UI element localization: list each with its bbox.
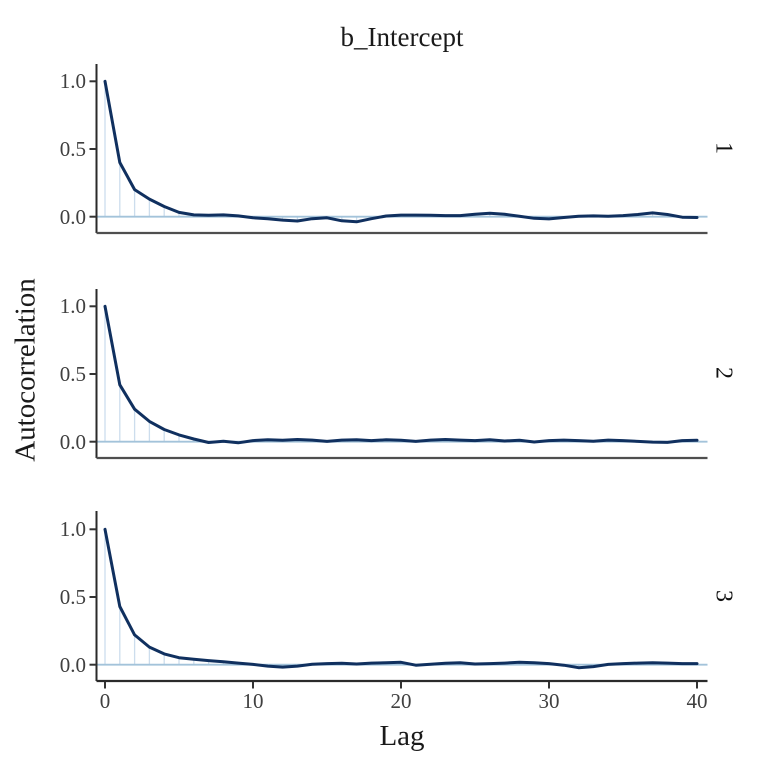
strip-label-chain-3: 3 <box>710 589 737 602</box>
lag-segments <box>104 529 698 668</box>
xtick-0: 0 <box>99 689 111 713</box>
ytick-p1-1.0: 1.0 <box>59 69 86 93</box>
ytick-p1-0.0: 0.0 <box>59 205 86 229</box>
lag-segments <box>104 81 698 222</box>
lag-segments <box>104 306 698 443</box>
strip-label-chain-2: 2 <box>710 367 737 379</box>
acf-line <box>103 527 699 670</box>
acf-panel-chain-1 <box>89 64 708 235</box>
x-axis-title: Lag <box>379 720 425 752</box>
xtick-30: 30 <box>538 689 560 713</box>
xtick-20: 20 <box>390 689 412 713</box>
xtick-40: 40 <box>686 689 708 713</box>
ytick-p1-0.5: 0.5 <box>59 137 86 161</box>
ytick-p2-0.5: 0.5 <box>59 362 86 386</box>
acf-line <box>103 304 699 445</box>
acf-line <box>103 79 699 224</box>
acf-panel-chain-3 <box>89 511 708 689</box>
ytick-p3-1.0: 1.0 <box>59 517 86 541</box>
ytick-p3-0.0: 0.0 <box>59 653 86 677</box>
xtick-10: 10 <box>242 689 264 713</box>
acf-panel-chain-2 <box>89 289 708 460</box>
ytick-p3-0.5: 0.5 <box>59 585 86 609</box>
ytick-p2-1.0: 1.0 <box>59 294 86 318</box>
plot-title: b_Intercept <box>340 22 464 52</box>
ytick-p2-0.0: 0.0 <box>59 430 86 454</box>
strip-label-chain-1: 1 <box>710 142 737 154</box>
